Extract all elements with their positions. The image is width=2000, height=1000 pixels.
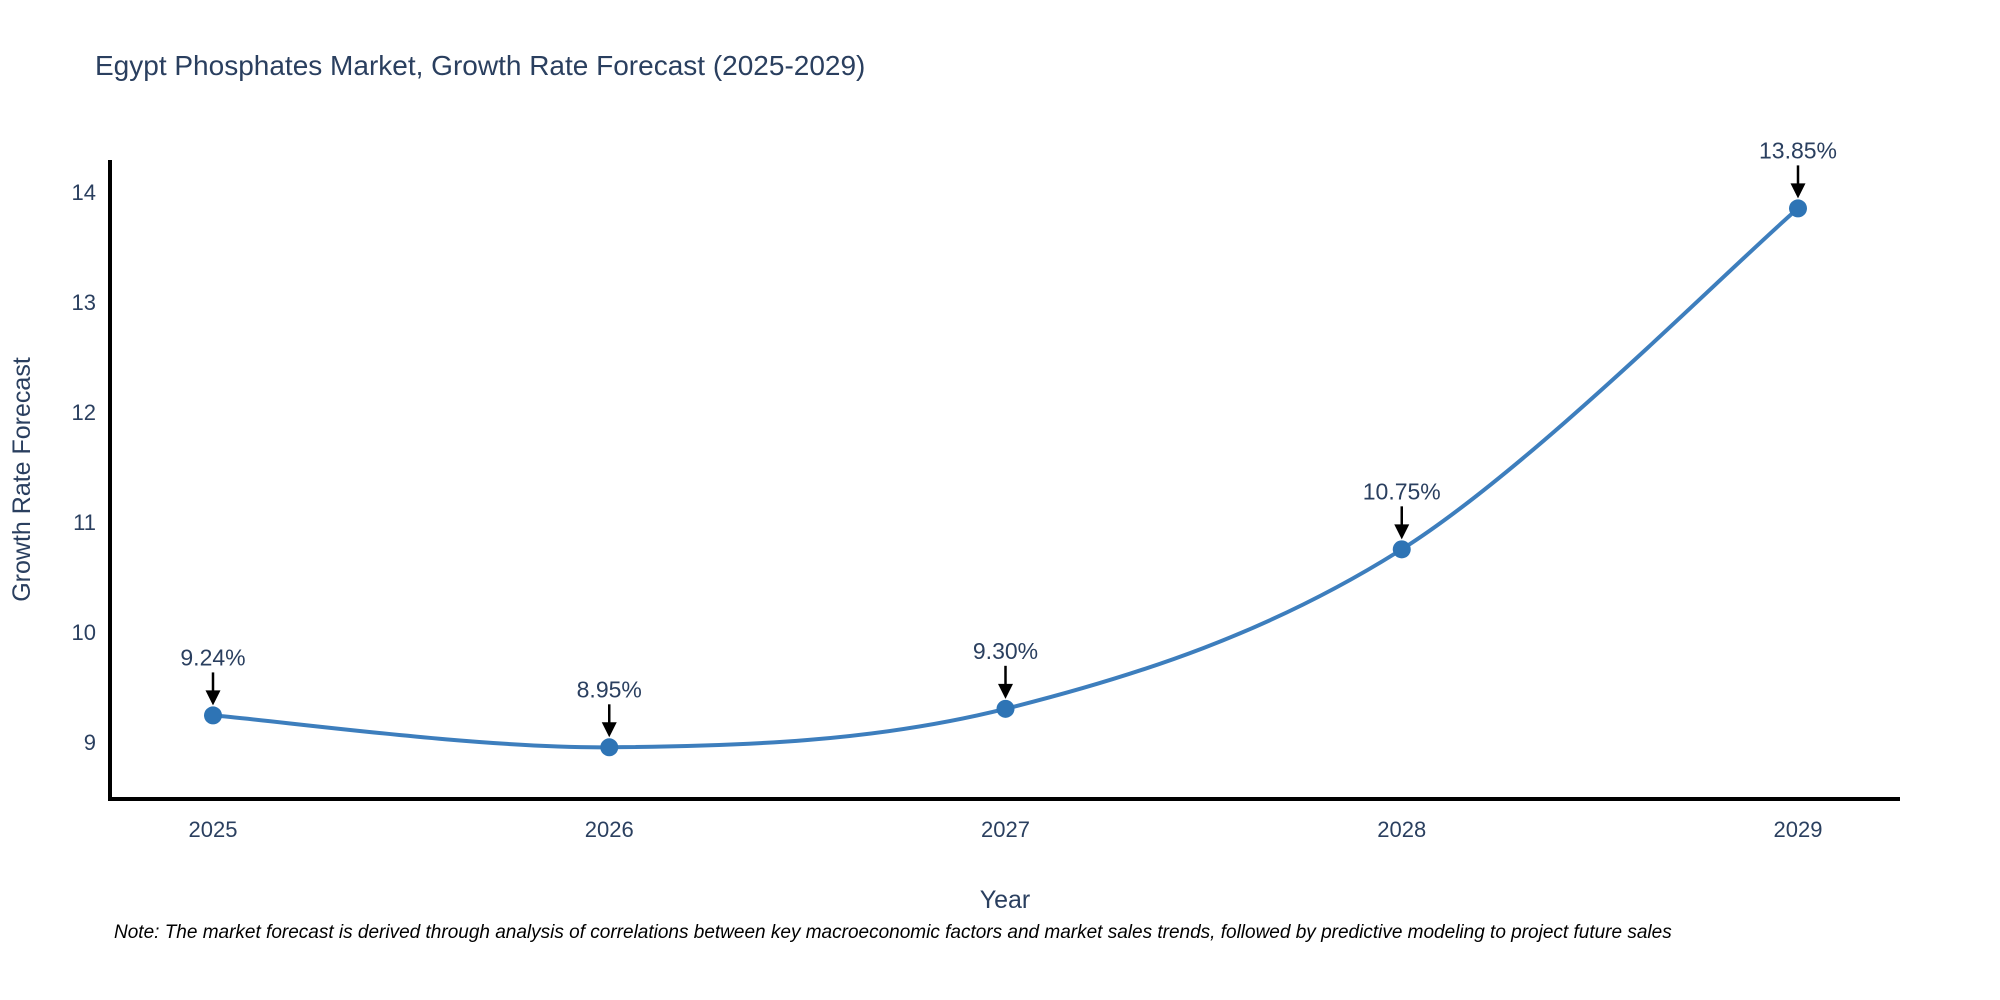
- y-tick-label: 11: [73, 510, 96, 535]
- data-point-marker: [1392, 540, 1411, 559]
- annotation-arrowhead-icon: [998, 683, 1013, 699]
- x-tick-label: 2026: [585, 817, 634, 842]
- chart-title: Egypt Phosphates Market, Growth Rate For…: [95, 50, 866, 81]
- data-point-marker: [600, 738, 619, 757]
- x-axis-title: Year: [980, 886, 1031, 914]
- annotation-arrowhead-icon: [1394, 524, 1410, 540]
- point-value-label: 8.95%: [577, 676, 642, 702]
- annotation-arrowhead-icon: [1790, 183, 1806, 199]
- x-tick-label: 2027: [981, 817, 1030, 842]
- point-value-label: 13.85%: [1759, 137, 1837, 163]
- x-tick-label: 2028: [1377, 817, 1426, 842]
- y-tick-label: 9: [84, 730, 96, 755]
- y-tick-label: 13: [72, 290, 96, 315]
- annotation-arrowhead-icon: [601, 722, 617, 738]
- forecast-line: [211, 206, 1800, 750]
- x-tick-label: 2025: [189, 817, 238, 842]
- point-value-label: 9.30%: [973, 638, 1038, 664]
- y-tick-label: 12: [72, 400, 96, 425]
- data-point-marker: [204, 706, 222, 725]
- point-value-label: 9.24%: [180, 644, 245, 670]
- y-axis-title: Growth Rate Forecast: [8, 357, 36, 602]
- y-tick-label: 10: [72, 620, 96, 645]
- data-point-marker: [996, 699, 1015, 718]
- footnote: Note: The market forecast is derived thr…: [114, 922, 1672, 943]
- x-tick-label: 2029: [1774, 817, 1823, 842]
- annotation-arrowhead-icon: [205, 690, 221, 706]
- y-tick-label: 14: [72, 180, 96, 205]
- data-point-marker: [1789, 199, 1807, 218]
- point-value-label: 10.75%: [1363, 478, 1441, 504]
